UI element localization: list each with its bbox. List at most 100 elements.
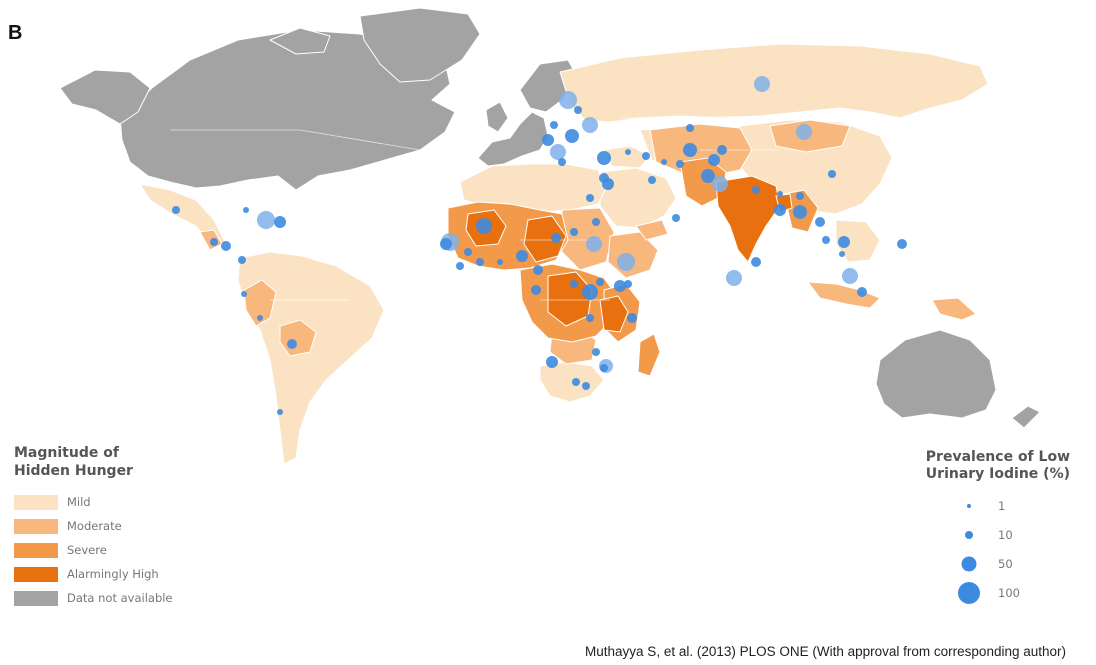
iodine-prevalence-bubble (897, 239, 907, 249)
hunger-legend: Magnitude of Hidden Hunger Mild Moderate… (14, 444, 234, 610)
iodine-prevalence-bubble (708, 154, 720, 166)
iodine-prevalence-bubble (497, 259, 503, 265)
iodine-prevalence-bubble (582, 117, 598, 133)
iodine-prevalence-bubble (842, 268, 858, 284)
iodine-prevalence-bubble (586, 194, 594, 202)
iodine-prevalence-bubble (546, 356, 558, 368)
iodine-prevalence-bubble (582, 284, 598, 300)
hunger-legend-item-severe: Severe (14, 538, 234, 562)
iodine-prevalence-bubble (828, 170, 836, 178)
iodine-legend-item-10: 10 (880, 520, 1070, 549)
iodine-prevalence-bubble (712, 176, 728, 192)
mild-label: Mild (67, 495, 91, 509)
iodine-prevalence-bubble (857, 287, 867, 297)
iodine-prevalence-bubble (672, 214, 680, 222)
iodine-prevalence-bubble (558, 158, 566, 166)
iodine-prevalence-bubble (456, 262, 464, 270)
size-dot-10 (965, 530, 973, 539)
peru-region (243, 279, 277, 327)
iodine-prevalence-bubble (617, 253, 635, 271)
size-dot-50 (961, 556, 977, 571)
iodine-prevalence-bubble (565, 129, 579, 143)
size-label-50: 50 (998, 556, 1013, 571)
iodine-prevalence-bubble (570, 228, 578, 236)
iodine-prevalence-bubble (570, 280, 578, 288)
iodine-prevalence-bubble (243, 207, 249, 213)
iodine-prevalence-bubble (815, 217, 825, 227)
india-region (715, 175, 781, 263)
madagascar-region (637, 333, 661, 377)
size-label-100: 100 (998, 585, 1020, 600)
iodine-prevalence-bubble (717, 145, 727, 155)
size-label-1: 1 (998, 498, 1006, 513)
iodine-prevalence-bubble (686, 124, 694, 132)
iodine-prevalence-bubble (793, 205, 807, 219)
alarmingly-high-label: Alarmingly High (67, 567, 159, 581)
iodine-prevalence-bubble (533, 265, 543, 275)
hunger-legend-title-line1: Magnitude of (14, 445, 119, 461)
iodine-prevalence-bubble (550, 121, 558, 129)
bubble-layer (172, 76, 907, 415)
iodine-prevalence-bubble (464, 248, 472, 256)
iodine-prevalence-bubble (586, 314, 594, 322)
iodine-legend-item-50: 50 (880, 549, 1070, 578)
hunger-legend-item-alarmingly-high: Alarmingly High (14, 562, 234, 586)
country-border-line (299, 129, 421, 151)
iodine-prevalence-bubble (796, 192, 804, 200)
russia-region (559, 43, 989, 123)
hunger-legend-title: Magnitude of Hidden Hunger (14, 444, 234, 480)
iodine-legend-item-100: 100 (880, 578, 1070, 607)
iodine-prevalence-bubble (754, 76, 770, 92)
iodine-prevalence-bubble (531, 285, 541, 295)
iodine-prevalence-bubble (661, 159, 667, 165)
iodine-prevalence-bubble (676, 160, 684, 168)
size-dot-100 (958, 581, 980, 604)
iodine-prevalence-bubble (726, 270, 742, 286)
moderate-swatch (14, 518, 58, 534)
iodine-prevalence-bubble (648, 176, 656, 184)
iodine-prevalence-bubble (683, 143, 697, 157)
iodine-prevalence-bubble (586, 236, 602, 252)
iodine-prevalence-bubble (440, 238, 452, 250)
iodine-prevalence-bubble (822, 236, 830, 244)
hunger-legend-item-moderate: Moderate (14, 514, 234, 538)
iodine-prevalence-bubble (602, 178, 614, 190)
iodine-prevalence-bubble (257, 315, 263, 321)
iodine-legend-title-line1: Prevalence of Low (925, 449, 1070, 465)
iodine-prevalence-bubble (551, 233, 561, 243)
land-layer (59, 7, 1041, 465)
iodine-prevalence-bubble (287, 339, 297, 349)
no-data-label: Data not available (67, 591, 173, 605)
size-label-10: 10 (998, 527, 1013, 542)
iodine-prevalence-bubble (701, 169, 715, 183)
iodine-prevalence-bubble (600, 364, 608, 372)
iodine-prevalence-bubble (241, 291, 247, 297)
iodine-prevalence-bubble (774, 204, 786, 216)
panel-label: B (8, 22, 23, 44)
iodine-prevalence-bubble (172, 206, 180, 214)
iodine-prevalence-bubble (592, 218, 600, 226)
iodine-legend-title-line2: Urinary Iodine (%) (925, 466, 1070, 482)
iodine-legend: Prevalence of Low Urinary Iodine (%) 1 1… (880, 449, 1070, 607)
size-dot-1 (967, 503, 971, 508)
no-data-swatch (14, 590, 58, 606)
iran-mild-region (603, 145, 651, 169)
iodine-prevalence-bubble (516, 250, 528, 262)
iodine-prevalence-bubble (838, 236, 850, 248)
iodine-prevalence-bubble (221, 241, 231, 251)
iodine-legend-item-1: 1 (880, 491, 1070, 520)
iodine-prevalence-bubble (542, 134, 554, 146)
arctic-islands-region (269, 27, 331, 55)
europe-west-region (477, 111, 549, 167)
iodine-prevalence-bubble (582, 382, 590, 390)
greenland-region (359, 7, 481, 83)
iodine-prevalence-bubble (597, 151, 611, 165)
tanzania-region (599, 295, 629, 333)
middle-east-region (599, 167, 677, 229)
indonesia-region (807, 281, 881, 309)
iodine-prevalence-bubble (614, 280, 626, 292)
iodine-prevalence-bubble (642, 152, 650, 160)
uk-region (485, 101, 509, 133)
